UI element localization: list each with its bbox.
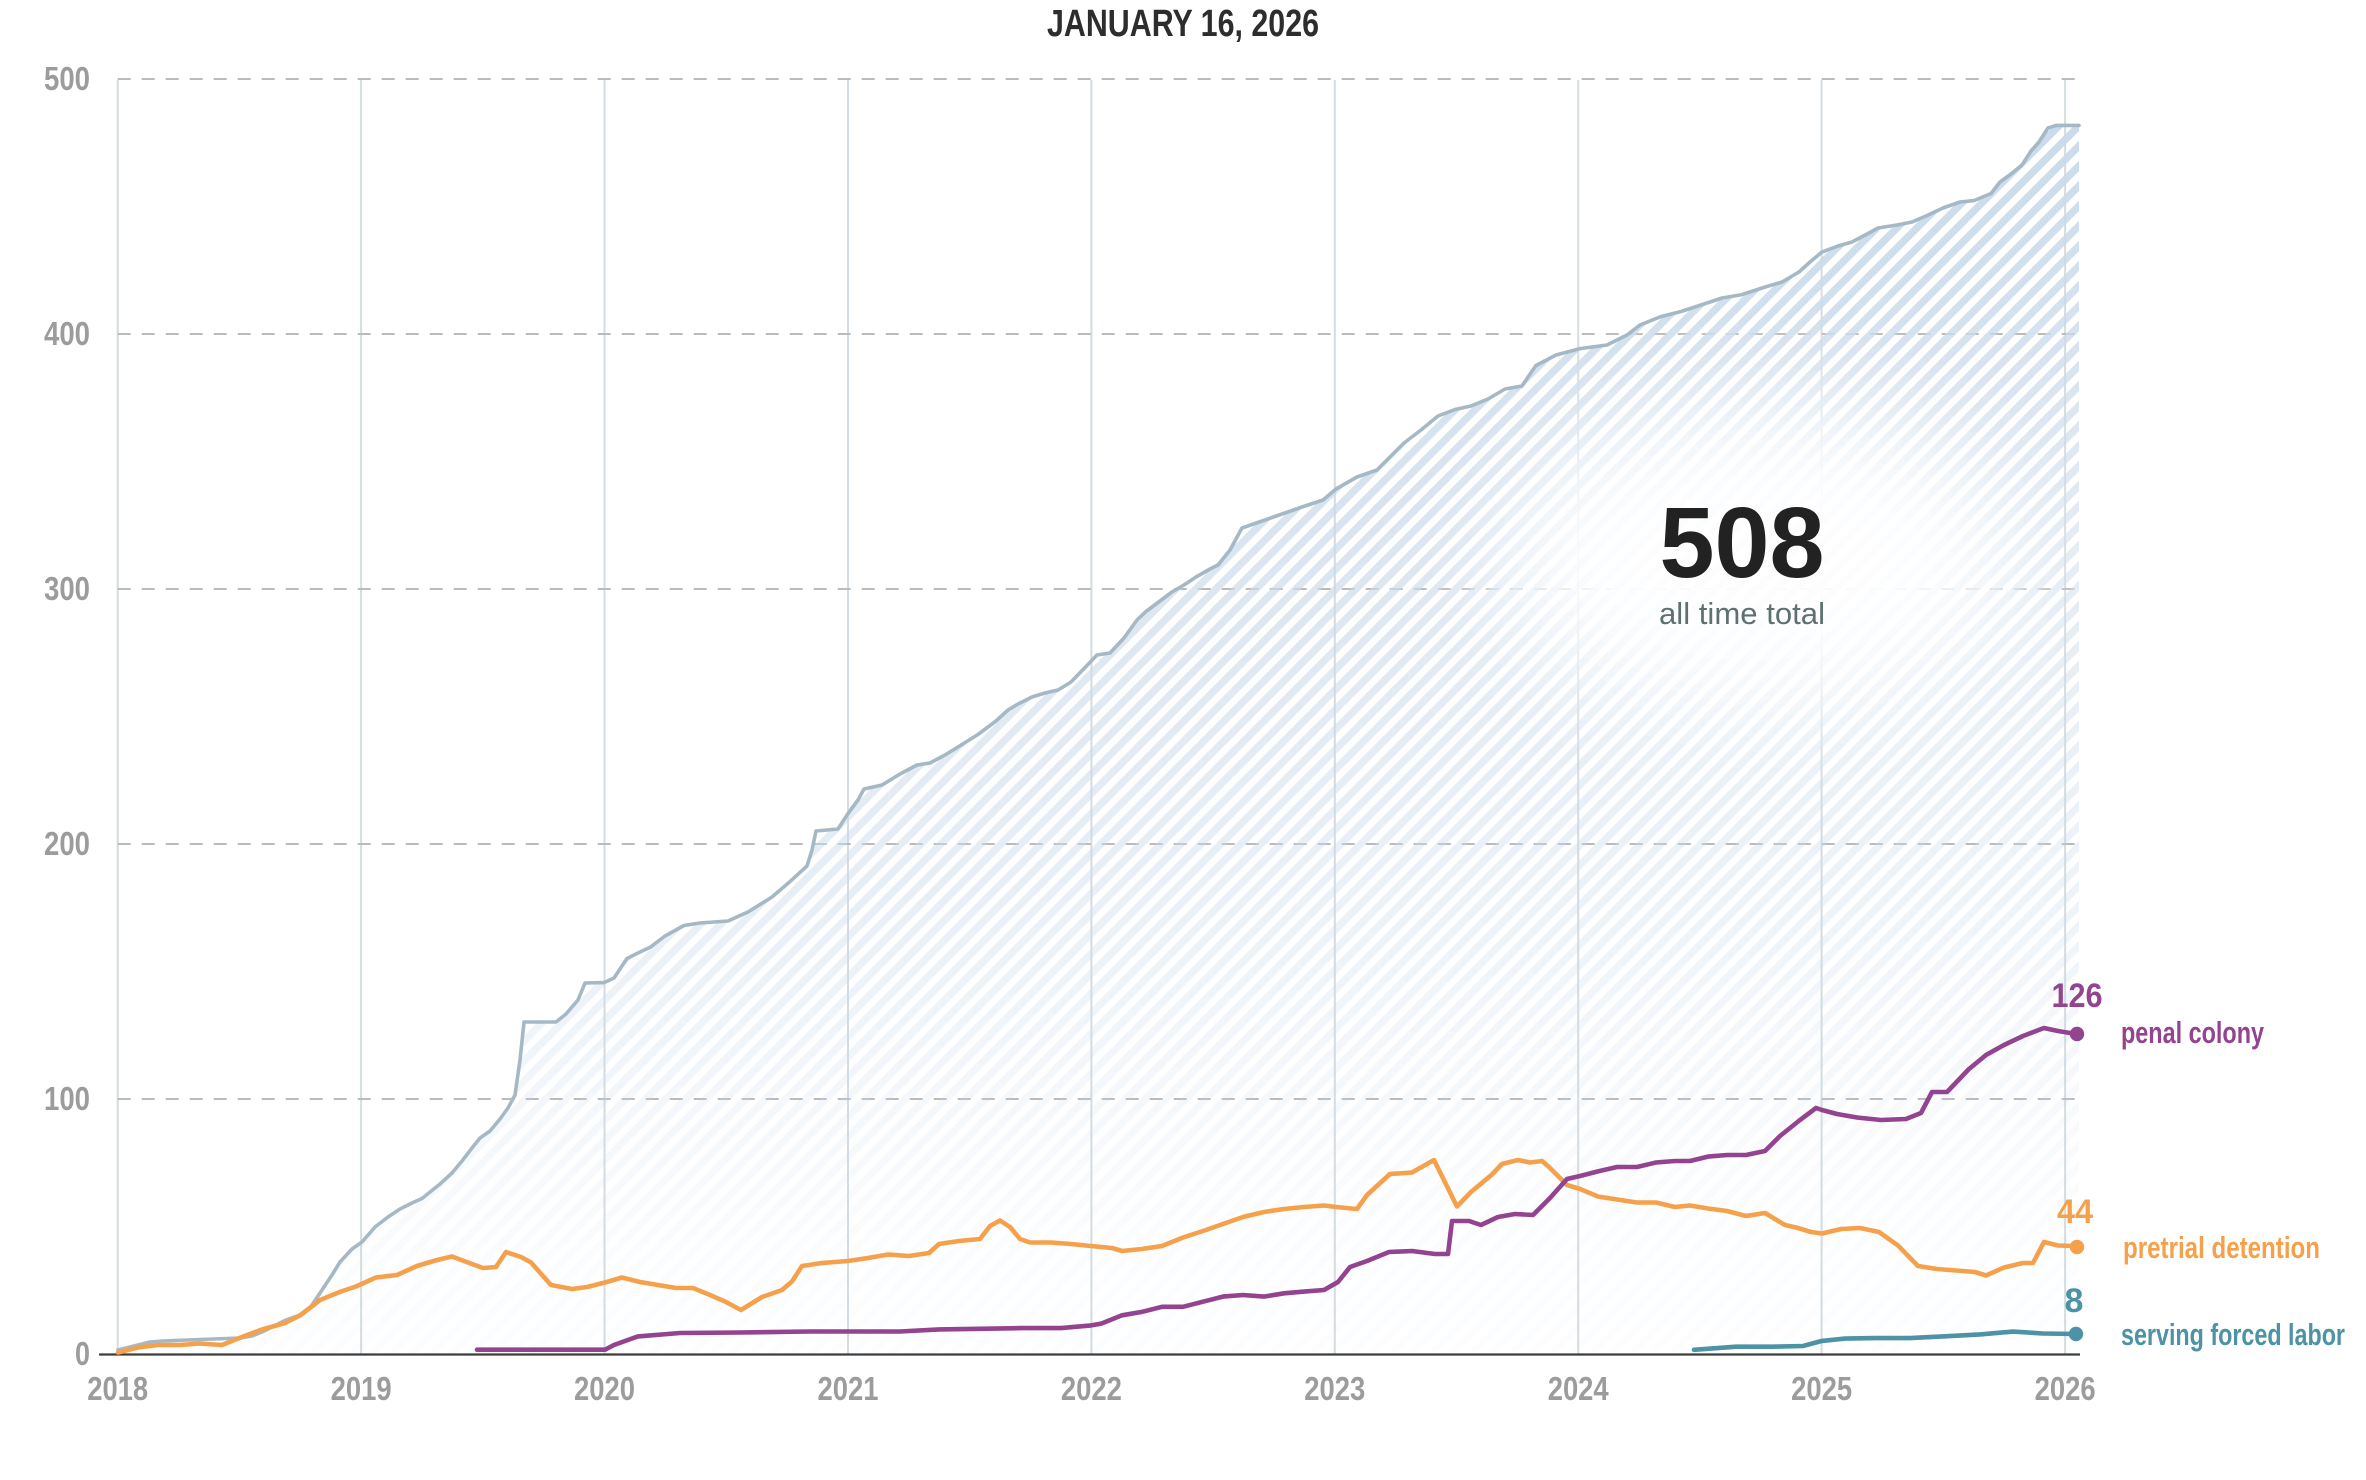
svg-text:2024: 2024 bbox=[1548, 1370, 1610, 1407]
svg-text:508: 508 bbox=[1660, 487, 1825, 599]
svg-text:JANUARY 16, 2026: JANUARY 16, 2026 bbox=[1047, 3, 1319, 45]
svg-text:2018: 2018 bbox=[87, 1370, 148, 1407]
svg-text:2022: 2022 bbox=[1061, 1370, 1122, 1407]
svg-text:100: 100 bbox=[44, 1080, 90, 1117]
svg-text:2026: 2026 bbox=[2035, 1370, 2096, 1407]
svg-text:all time total: all time total bbox=[1659, 596, 1825, 631]
svg-text:300: 300 bbox=[44, 570, 90, 607]
svg-text:126: 126 bbox=[2052, 977, 2103, 1015]
svg-text:0: 0 bbox=[75, 1335, 90, 1372]
svg-text:2020: 2020 bbox=[574, 1370, 635, 1407]
svg-text:2019: 2019 bbox=[331, 1370, 392, 1407]
svg-text:8: 8 bbox=[2065, 1282, 2084, 1320]
svg-text:2021: 2021 bbox=[818, 1370, 879, 1407]
svg-text:pretrial detention: pretrial detention bbox=[2123, 1230, 2320, 1265]
svg-text:2023: 2023 bbox=[1304, 1370, 1365, 1407]
svg-text:2025: 2025 bbox=[1791, 1370, 1852, 1407]
svg-text:serving forced labor: serving forced labor bbox=[2121, 1317, 2345, 1352]
svg-text:penal colony: penal colony bbox=[2121, 1015, 2265, 1050]
svg-text:44: 44 bbox=[2057, 1193, 2093, 1231]
svg-text:400: 400 bbox=[44, 315, 90, 352]
svg-text:200: 200 bbox=[44, 825, 90, 862]
svg-text:500: 500 bbox=[44, 60, 90, 97]
